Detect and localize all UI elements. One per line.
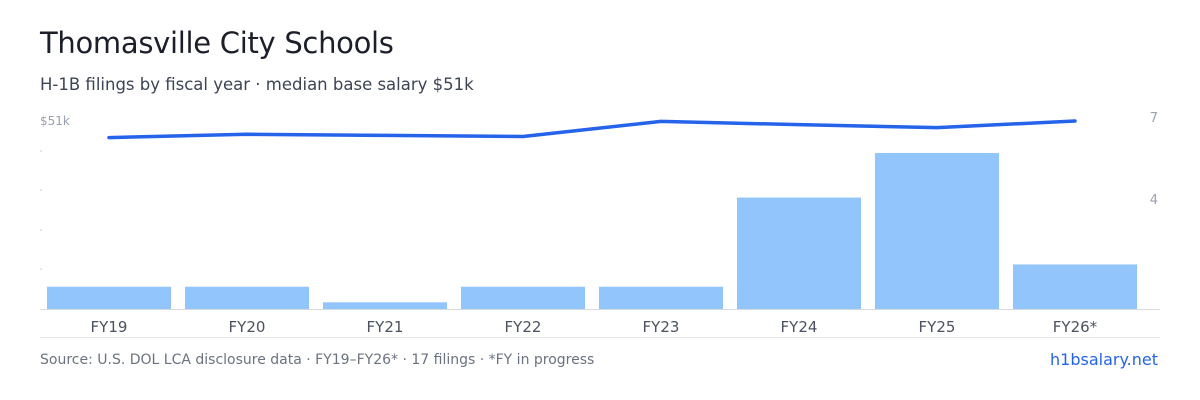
bar xyxy=(875,153,999,309)
left-axis-tick-mark xyxy=(40,229,42,231)
x-tick-label: FY26* xyxy=(1053,318,1098,336)
bar xyxy=(461,286,585,309)
bar xyxy=(323,302,447,309)
right-axis-tick-label: 7 xyxy=(1150,111,1158,126)
x-tick-label: FY22 xyxy=(505,318,542,336)
right-axis-tick-label: 4 xyxy=(1150,193,1158,208)
brand-link[interactable]: h1bsalary.net xyxy=(1050,350,1158,369)
bar xyxy=(185,286,309,309)
salary-line xyxy=(107,119,1077,140)
x-tick-label: FY25 xyxy=(919,318,956,336)
x-tick-label: FY21 xyxy=(367,318,404,336)
bar xyxy=(47,286,171,309)
x-tick-label: FY23 xyxy=(643,318,680,336)
x-tick-label: FY19 xyxy=(91,318,128,336)
chart-subtitle: H-1B filings by fiscal year · median bas… xyxy=(40,75,474,94)
left-axis-tick-mark xyxy=(40,150,42,152)
left-axis-label: $51k xyxy=(40,114,70,128)
bar xyxy=(737,197,861,309)
x-tick-label: FY20 xyxy=(229,318,266,336)
left-axis-tick-mark xyxy=(40,268,42,270)
bar xyxy=(599,286,723,309)
chart-title: Thomasville City Schools xyxy=(40,26,394,60)
left-axis-tick-mark xyxy=(40,189,42,191)
bar xyxy=(1013,264,1137,309)
source-note: Source: U.S. DOL LCA disclosure data · F… xyxy=(40,352,595,368)
x-tick-label: FY24 xyxy=(781,318,818,336)
